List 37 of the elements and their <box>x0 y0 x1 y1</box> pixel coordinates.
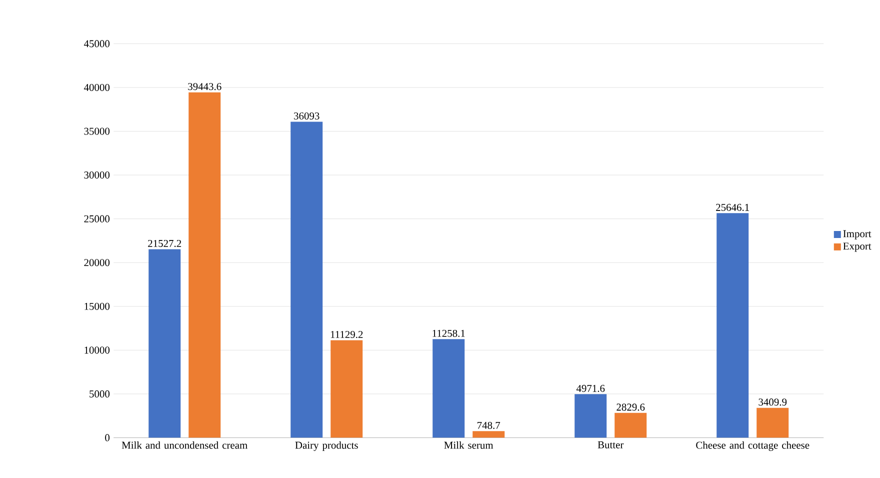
legend-label: Export <box>843 242 872 252</box>
data-label: 2829.6 <box>616 404 645 411</box>
bar <box>432 339 465 438</box>
bar <box>290 122 323 438</box>
data-label: 21527.2 <box>148 240 182 248</box>
legend-label: Import <box>843 230 872 240</box>
data-label: 11258.1 <box>432 330 465 337</box>
y-tick-label: 15000 <box>84 302 110 310</box>
bar <box>756 408 789 438</box>
y-tick-label: 20000 <box>84 259 110 266</box>
data-label: 25646.1 <box>716 204 749 211</box>
bar <box>716 213 749 438</box>
y-tick-label: 30000 <box>84 172 110 179</box>
y-tick-label: 10000 <box>84 346 110 354</box>
bar <box>614 412 647 438</box>
y-tick-label: 35000 <box>84 128 110 135</box>
data-label: 11129.2 <box>330 331 363 338</box>
x-tick-label: Milk and uncondensed cream <box>122 441 248 449</box>
bar <box>472 431 505 438</box>
y-tick-label: 5000 <box>90 390 110 398</box>
x-tick-label: Butter <box>598 441 624 448</box>
bar <box>188 92 221 438</box>
y-tick-label: 45000 <box>84 40 110 48</box>
data-label: 36093 <box>294 112 320 120</box>
y-tick-label: 25000 <box>84 215 110 222</box>
y-tick-label: 0 <box>105 434 110 442</box>
y-tick-label: 40000 <box>84 84 110 92</box>
bar <box>330 340 363 438</box>
x-tick-label: Cheese and cottage cheese <box>696 441 810 451</box>
x-tick-label: Milk serum <box>444 441 494 449</box>
x-tick-label: Dairy products <box>295 441 358 451</box>
bar <box>574 394 607 438</box>
data-label: 39443.6 <box>188 83 222 90</box>
bar <box>148 249 181 438</box>
data-label: 748.7 <box>478 422 500 429</box>
data-label: 4971.6 <box>576 384 605 392</box>
data-label: 3409.9 <box>758 398 787 406</box>
